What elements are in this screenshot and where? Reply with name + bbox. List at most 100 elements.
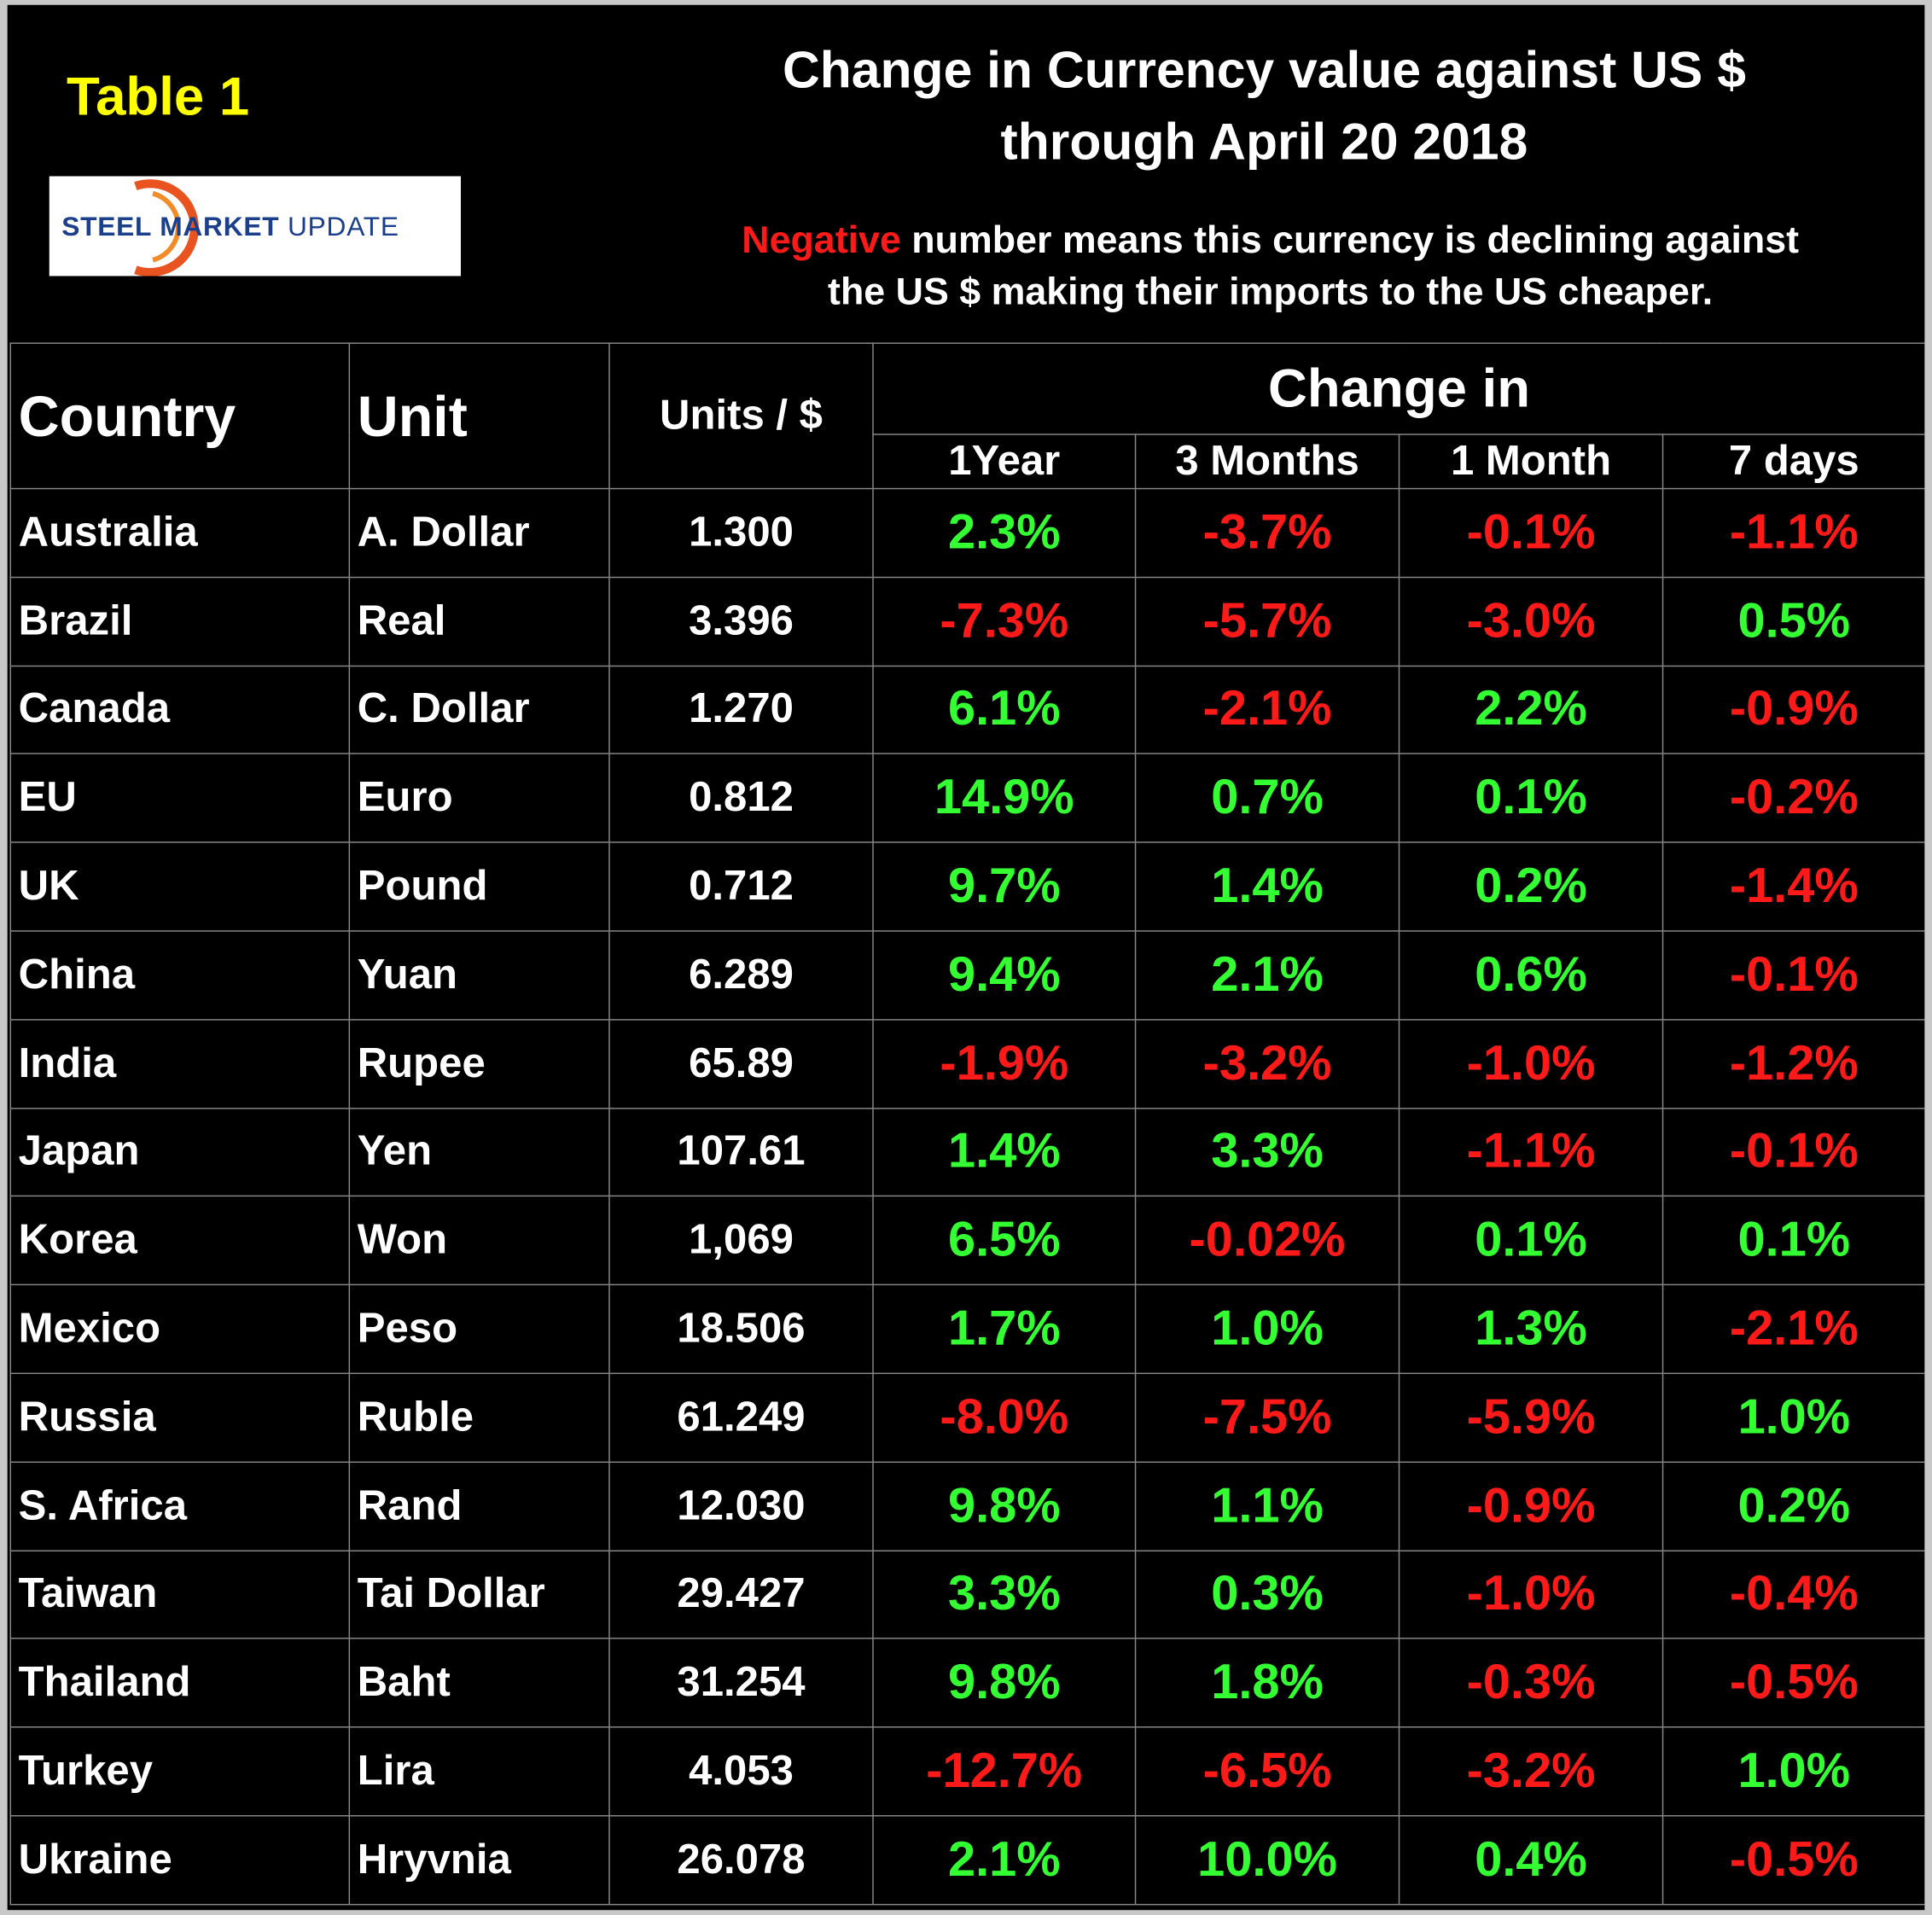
change-cell: -3.7% — [1134, 487, 1400, 578]
table-row: Japan Yen 107.61 1.4% 3.3% -1.1% -0.1% — [9, 1107, 1925, 1197]
change-cell: 2.1% — [1134, 930, 1400, 1021]
cell: C. Dollar — [348, 665, 610, 755]
change-cell: 9.8% — [872, 1638, 1137, 1728]
cell: 4.053 — [608, 1726, 874, 1817]
cell: 0.812 — [608, 753, 874, 843]
table-row: Mexico Peso 18.506 1.7% 1.0% 1.3% -2.1% — [9, 1283, 1925, 1375]
title-line: through April 20 2018 — [1000, 112, 1528, 171]
period-header: 1 Month — [1398, 434, 1664, 490]
change-cell: 0.5% — [1661, 576, 1925, 666]
change-cell: -0.2% — [1661, 753, 1925, 843]
change-cell: -1.1% — [1661, 487, 1925, 578]
cell: Thailand — [9, 1638, 351, 1728]
logo-arc — [152, 190, 181, 263]
change-cell: -12.7% — [872, 1726, 1137, 1817]
change-cell: -3.0% — [1398, 576, 1664, 666]
logo-word: UPDATE — [287, 210, 399, 242]
change-cell: 6.5% — [872, 1196, 1137, 1286]
change-cell: 1.1% — [1134, 1461, 1400, 1551]
column-header: Unit — [348, 342, 610, 490]
cell: 107.61 — [608, 1107, 874, 1197]
column-header: Units / $ — [608, 342, 874, 490]
change-cell: 2.3% — [872, 487, 1137, 578]
cell: Canada — [9, 665, 351, 755]
table-row: Ukraine Hryvnia 26.078 2.1% 10.0% 0.4% -0.5% — [9, 1814, 1925, 1906]
note: Negative number means this currency is d… — [624, 214, 1917, 317]
change-cell: 1.0% — [1661, 1372, 1925, 1463]
change-cell: 1.7% — [872, 1283, 1137, 1375]
cell: Australia — [9, 487, 351, 578]
change-cell: -1.9% — [872, 1018, 1137, 1109]
change-cell: -7.5% — [1134, 1372, 1400, 1463]
change-cell: -3.2% — [1134, 1018, 1400, 1109]
change-cell: -6.5% — [1134, 1726, 1400, 1817]
change-cell: 2.1% — [872, 1814, 1137, 1906]
cell: Baht — [348, 1638, 610, 1728]
cell: EU — [9, 753, 351, 843]
change-cell: -0.3% — [1398, 1638, 1664, 1728]
change-cell: 0.7% — [1134, 753, 1400, 843]
change-cell: 3.3% — [1134, 1107, 1400, 1197]
title-line: Change in Currency value against US $ — [782, 40, 1746, 99]
change-cell: 2.2% — [1398, 665, 1664, 755]
logo-word: STEEL — [61, 210, 152, 242]
cell: UK — [9, 841, 351, 932]
table-row: Korea Won 1,069 6.5% -0.02% 0.1% 0.1% — [9, 1196, 1925, 1286]
cell: 65.89 — [608, 1018, 874, 1109]
change-cell: 9.4% — [872, 930, 1137, 1021]
change-cell: -0.1% — [1398, 487, 1664, 578]
table-row: Russia Ruble 61.249 -8.0% -7.5% -5.9% 1.0% — [9, 1372, 1925, 1463]
table-row: Turkey Lira 4.053 -12.7% -6.5% -3.2% 1.0% — [9, 1726, 1925, 1817]
cell: 1.270 — [608, 665, 874, 755]
change-cell: -8.0% — [872, 1372, 1137, 1463]
change-cell: 1.0% — [1134, 1283, 1400, 1375]
note-line: Negative number means this currency is d… — [624, 214, 1917, 266]
cell: 0.712 — [608, 841, 874, 932]
change-cell: 9.7% — [872, 841, 1137, 932]
cell: 29.427 — [608, 1549, 874, 1640]
logo: STEEL MARKET UPDATE — [49, 176, 462, 276]
logo-swoosh — [134, 179, 199, 276]
change-cell: -0.02% — [1134, 1196, 1400, 1286]
change-cell: 0.6% — [1398, 930, 1664, 1021]
cell: Lira — [348, 1726, 610, 1817]
change-cell: 0.2% — [1661, 1461, 1925, 1551]
cell: Turkey — [9, 1726, 351, 1817]
table-row: Thailand Baht 31.254 9.8% 1.8% -0.3% -0.5% — [9, 1638, 1925, 1728]
change-cell: 0.1% — [1661, 1196, 1925, 1286]
change-cell: -2.1% — [1661, 1283, 1925, 1375]
change-cell: 6.1% — [872, 665, 1137, 755]
note-line: the US $ making their imports to the US … — [828, 270, 1714, 313]
table-row: UK Pound 0.712 9.7% 1.4% 0.2% -1.4% — [9, 841, 1925, 932]
period-header: 7 days — [1661, 434, 1925, 490]
cell: 1.300 — [608, 487, 874, 578]
header-row: Country Unit Units / $ Change in — [9, 342, 1925, 490]
cell: Rupee — [348, 1018, 610, 1109]
change-cell: 1.0% — [1661, 1726, 1925, 1817]
change-cell: 0.1% — [1398, 753, 1664, 843]
table-row: Canada C. Dollar 1.270 6.1% -2.1% 2.2% -0.9% — [9, 665, 1925, 755]
cell: 1,069 — [608, 1196, 874, 1286]
change-cell: 0.2% — [1398, 841, 1664, 932]
change-cell: -0.1% — [1661, 930, 1925, 1021]
change-cell: -1.2% — [1661, 1018, 1925, 1109]
cell: Won — [348, 1196, 610, 1286]
cell: Yuan — [348, 930, 610, 1021]
cell: S. Africa — [9, 1461, 351, 1551]
cell: 18.506 — [608, 1283, 874, 1375]
table-row: Taiwan Tai Dollar 29.427 3.3% 0.3% -1.0% -0.4% — [9, 1549, 1925, 1640]
cell: Mexico — [9, 1283, 351, 1375]
cell: Ruble — [348, 1372, 610, 1463]
change-cell: 10.0% — [1134, 1814, 1400, 1906]
change-cell: -5.9% — [1398, 1372, 1664, 1463]
cell: 61.249 — [608, 1372, 874, 1463]
cell: A. Dollar — [348, 487, 610, 578]
cell: Tai Dollar — [348, 1549, 610, 1640]
change-cell: -0.9% — [1661, 665, 1925, 755]
table-body: Australia A. Dollar 1.300 2.3% -3.7% -0.1% -1.… — [9, 487, 1925, 1906]
cell: Pound — [348, 841, 610, 932]
change-cell: -0.1% — [1661, 1107, 1925, 1197]
change-cell: 9.8% — [872, 1461, 1137, 1551]
table-row: India Rupee 65.89 -1.9% -3.2% -1.0% -1.2% — [9, 1018, 1925, 1109]
